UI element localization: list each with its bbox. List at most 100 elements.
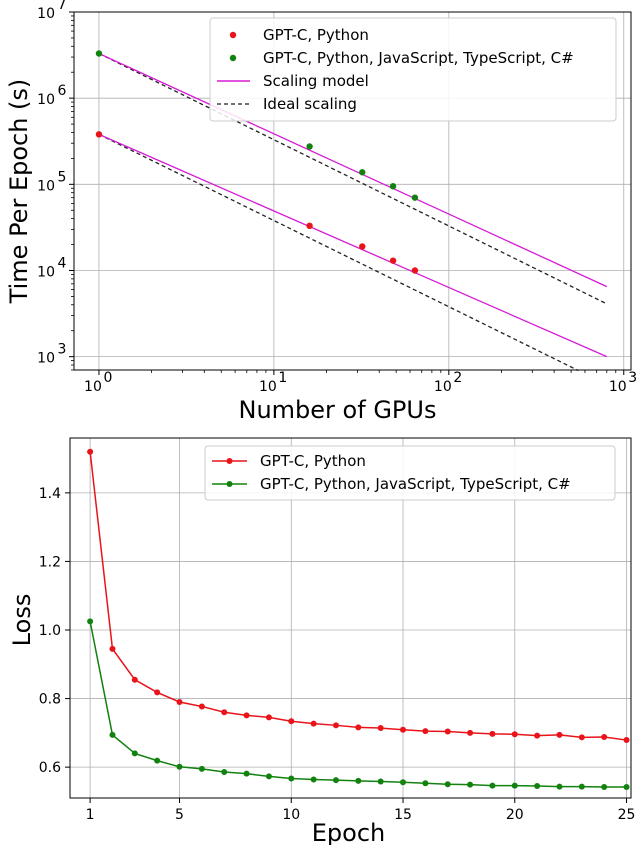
y-tick-exponent: 3: [58, 342, 67, 358]
data-point: [377, 725, 384, 732]
y-axis-label: Loss: [8, 594, 36, 647]
data-point: [534, 732, 541, 739]
data-point: [288, 775, 295, 782]
data-point: [601, 733, 608, 740]
data-point: [198, 765, 205, 772]
x-tick-exponent: 0: [103, 370, 112, 386]
data-point: [359, 243, 366, 250]
x-axis-label: Number of GPUs: [239, 396, 437, 424]
data-point: [467, 781, 474, 788]
legend-marker: [229, 54, 237, 62]
data-point: [578, 783, 585, 790]
data-point: [355, 724, 362, 731]
x-tick-label: 10: [609, 379, 627, 395]
legend-label: Ideal scaling: [263, 95, 357, 113]
data-point: [243, 712, 250, 719]
legend-label: GPT-C, Python, JavaScript, TypeScript, C…: [263, 49, 574, 67]
data-point: [131, 750, 138, 757]
data-point: [601, 784, 608, 791]
x-tick-label: 25: [618, 807, 636, 823]
data-point: [332, 777, 339, 784]
data-point: [467, 729, 474, 736]
y-tick-exponent: 6: [58, 83, 67, 99]
data-point: [556, 731, 563, 738]
y-tick-label: 1.2: [39, 554, 61, 570]
data-point: [176, 763, 183, 770]
y-tick-label: 10: [37, 92, 55, 108]
x-tick-exponent: 1: [278, 370, 287, 386]
data-point: [265, 773, 272, 780]
scaling-model-line: [98, 133, 608, 358]
data-point: [444, 728, 451, 735]
data-point: [154, 757, 161, 764]
data-point: [288, 718, 295, 725]
x-tick-label: 10: [282, 807, 300, 823]
legend-box: [209, 17, 617, 122]
legend-label: GPT-C, Python: [263, 26, 369, 44]
data-point: [400, 779, 407, 786]
ideal-scaling-line: [98, 52, 608, 305]
data-point: [623, 784, 630, 791]
data-point: [87, 448, 94, 455]
data-point: [377, 778, 384, 785]
y-tick-label: 0.6: [39, 760, 61, 776]
data-point: [422, 780, 429, 787]
data-point: [411, 194, 419, 201]
y-axis-label: Time Per Epoch (s): [5, 79, 33, 305]
data-point: [489, 730, 496, 737]
data-point: [310, 720, 317, 727]
y-tick-exponent: 5: [58, 169, 67, 185]
data-point: [411, 267, 419, 274]
data-point: [221, 768, 228, 775]
data-point: [87, 618, 94, 625]
y-tick-label: 10: [37, 351, 55, 367]
ideal-scaling-line: [98, 133, 579, 372]
data-point: [265, 714, 272, 721]
x-tick-exponent: 3: [628, 370, 637, 386]
legend-box: [204, 445, 616, 501]
data-point: [332, 722, 339, 729]
data-point: [534, 783, 541, 789]
y-tick-label: 10: [37, 264, 55, 280]
scaling-model-line: [98, 52, 608, 288]
data-point: [221, 709, 228, 716]
legend-marker: [226, 458, 233, 464]
data-point: [109, 731, 116, 738]
y-tick-exponent: 7: [58, 0, 67, 13]
x-tick-label: 10: [84, 379, 102, 395]
data-point: [578, 734, 585, 741]
loss-chart: 1 5 10 15 20 250.60.81.01.21.4EpochLossGPT-C,…: [8, 437, 636, 845]
y-tick-label: 1.0: [39, 623, 61, 639]
y-tick-label: 10: [37, 6, 55, 22]
data-point: [400, 726, 407, 733]
legend: GPT-C, Python GPT-C, Python, JavaScript, …: [204, 445, 616, 501]
data-point: [109, 645, 116, 652]
x-tick-label: 5: [175, 807, 184, 823]
data-point: [243, 770, 250, 777]
data-point: [95, 131, 103, 138]
data-point: [154, 689, 161, 696]
data-point: [623, 737, 630, 744]
data-point: [306, 222, 313, 230]
legend-label: Scaling model: [263, 72, 369, 90]
x-tick-label: 20: [506, 807, 524, 823]
legend-label: GPT-C, Python, JavaScript, TypeScript, C…: [260, 475, 571, 493]
data-point: [176, 699, 183, 705]
legend-marker: [229, 31, 237, 39]
data-point: [306, 143, 313, 150]
x-tick-exponent: 2: [453, 370, 462, 386]
data-point: [422, 728, 429, 735]
legend: GPT-C, Python GPT-C, Python, JavaScript, …: [209, 17, 617, 122]
x-tick-label: 1: [86, 807, 95, 823]
data-point: [359, 169, 366, 176]
x-tick-label: 10: [259, 379, 277, 395]
plot-frame: [69, 437, 632, 799]
data-point: [389, 183, 397, 190]
data-point: [198, 703, 205, 710]
data-point: [444, 781, 451, 788]
data-point: [355, 777, 362, 784]
y-tick-exponent: 4: [58, 255, 67, 271]
x-tick-label: 10: [434, 379, 452, 395]
x-axis-label: Epoch: [312, 819, 386, 845]
